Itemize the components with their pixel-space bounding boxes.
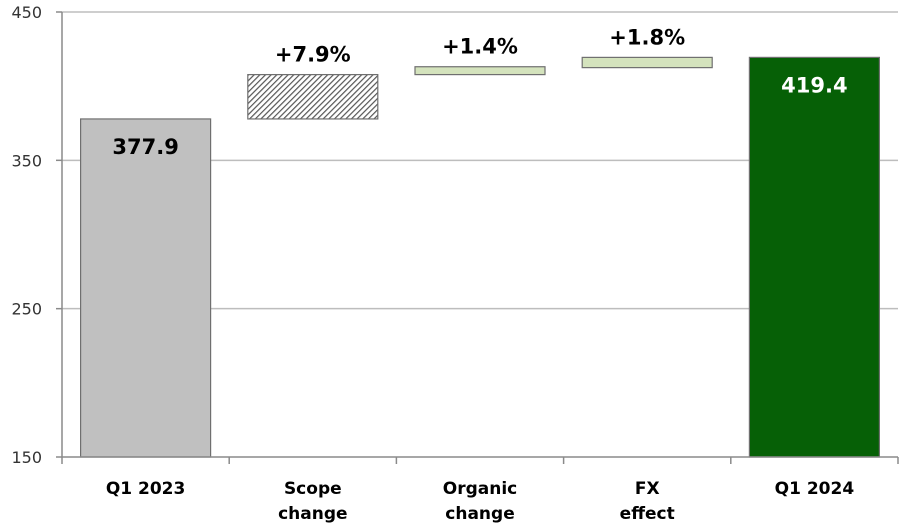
x-category-label: FX effect bbox=[620, 479, 675, 524]
data-label: +7.9% bbox=[275, 43, 351, 67]
x-category-label: Q1 2023 bbox=[106, 479, 186, 499]
y-tick-label: 250 bbox=[11, 300, 42, 319]
y-axis-ticks: 150 250 350 450 bbox=[11, 3, 42, 467]
data-labels: 377.9 +7.9% +1.4% +1.8% 419.4 bbox=[112, 25, 847, 159]
y-tick-label: 450 bbox=[11, 3, 42, 22]
data-label: 419.4 bbox=[781, 73, 847, 97]
bars bbox=[79, 56, 881, 458]
delta-bar bbox=[581, 56, 713, 69]
total-bar bbox=[79, 118, 212, 458]
delta-bar bbox=[414, 66, 546, 76]
delta-bar bbox=[247, 73, 379, 120]
data-label: +1.8% bbox=[609, 25, 685, 49]
total-bar bbox=[748, 56, 881, 458]
data-label: 377.9 bbox=[112, 135, 178, 159]
x-category-label: Scope change bbox=[278, 479, 347, 524]
x-axis bbox=[56, 11, 899, 464]
category-labels: Q1 2023 Scope change Organic change FX effect Q… bbox=[106, 479, 854, 524]
y-tick-label: 150 bbox=[11, 448, 42, 467]
data-label: +1.4% bbox=[442, 35, 518, 59]
x-category-label: Q1 2024 bbox=[775, 479, 855, 499]
x-category-label: Organic change bbox=[443, 479, 517, 524]
y-tick-label: 350 bbox=[11, 151, 42, 170]
